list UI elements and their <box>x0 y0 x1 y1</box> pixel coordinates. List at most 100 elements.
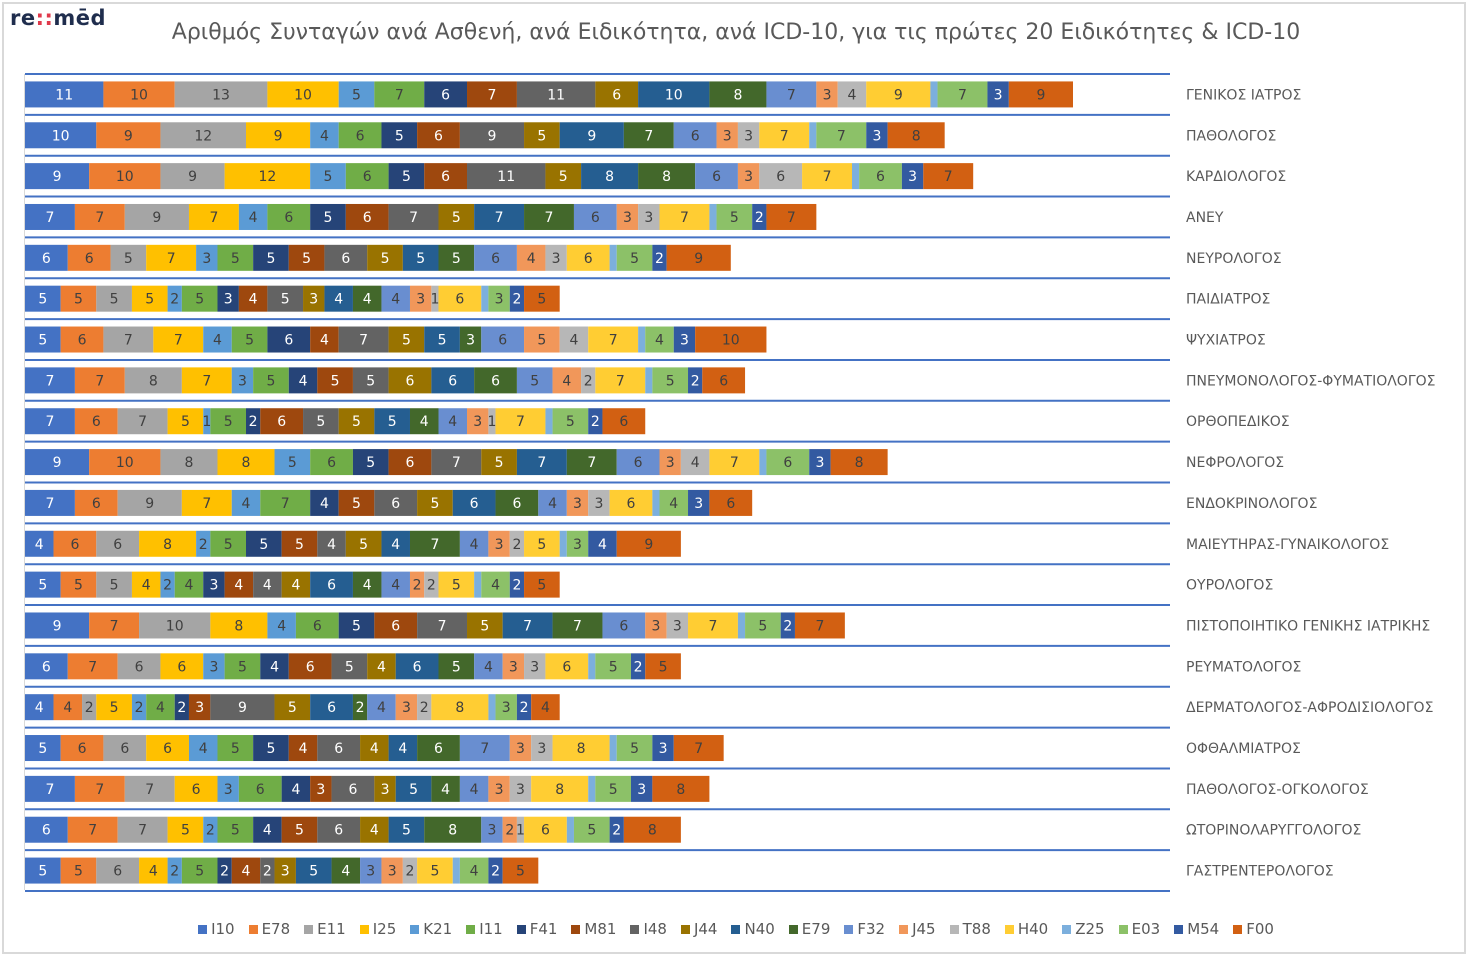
data-label: 5 <box>195 292 204 308</box>
bar-segment-e03 <box>616 244 653 271</box>
legend-swatch <box>630 924 640 934</box>
bar-segment-f00 <box>616 530 681 557</box>
data-label: 2 <box>584 373 593 389</box>
bar-segment-e79 <box>459 326 482 353</box>
legend-label: M81 <box>584 920 617 938</box>
bar-segment-z25 <box>566 816 574 843</box>
data-label: 4 <box>299 741 308 757</box>
data-label: 6 <box>491 251 500 267</box>
bar-segment-m54 <box>509 571 525 598</box>
data-label: 10 <box>116 169 134 185</box>
bar-segment-z25 <box>709 203 717 230</box>
data-label: 2 <box>655 251 664 267</box>
bar-segment-i10 <box>25 612 90 639</box>
data-label: 3 <box>537 741 546 757</box>
data-label: 7 <box>88 823 97 839</box>
data-label: 5 <box>352 496 361 512</box>
bar-segment-t88 <box>680 449 710 476</box>
data-label: 3 <box>381 782 390 798</box>
category-label: ΠΑΙΔΙΑΤΡΟΣ <box>1186 292 1270 308</box>
data-label: 4 <box>484 659 493 675</box>
bar-segment-f41 <box>381 122 418 149</box>
legend-label: I25 <box>372 920 397 938</box>
data-label: 5 <box>195 864 204 880</box>
bar-segment-f41 <box>310 203 346 230</box>
bar-segment-m81 <box>310 775 332 802</box>
data-label: 9 <box>274 128 283 144</box>
bar-segment-h40 <box>588 326 639 353</box>
bar-segment-e11 <box>82 694 97 721</box>
bar-segment-f00 <box>794 612 845 639</box>
bar-segment-i11 <box>217 816 254 843</box>
category-label: ΩΤΟΡΙΝΟΛΑΡΥΓΓΟΛΟΓΟΣ <box>1186 823 1361 839</box>
data-label: 4 <box>562 373 571 389</box>
data-label: 4 <box>391 292 400 308</box>
data-label: 6 <box>413 659 422 675</box>
data-label: 8 <box>448 823 457 839</box>
bar-segment-i25 <box>167 816 204 843</box>
bar-segment-t88 <box>581 367 596 394</box>
data-label: 5 <box>366 455 375 471</box>
bar-segment-i48 <box>374 489 418 516</box>
legend-label: F41 <box>529 920 558 938</box>
data-label: 7 <box>45 782 54 798</box>
bar-segment-h40 <box>545 653 589 680</box>
data-label: 5 <box>609 782 618 798</box>
data-label: 7 <box>680 210 689 226</box>
data-label: 6 <box>406 373 415 389</box>
data-label: 3 <box>224 292 233 308</box>
bar-segment-e79 <box>474 367 517 394</box>
bar-segment-e03 <box>595 653 631 680</box>
data-label: 10 <box>294 87 312 103</box>
legend-swatch <box>731 924 741 934</box>
bar-segment-i11 <box>146 694 175 721</box>
bar-segment-m54 <box>673 326 696 353</box>
bar-segment-e78 <box>60 285 97 312</box>
data-label: 3 <box>495 292 504 308</box>
bar-segment-f32 <box>481 816 503 843</box>
bar-segment-z25 <box>652 489 660 516</box>
data-label: 9 <box>53 618 62 634</box>
data-label: 8 <box>234 618 243 634</box>
data-label: 3 <box>908 169 917 185</box>
bar-segment-i25 <box>246 122 311 149</box>
bar-segment-t88 <box>509 775 532 802</box>
data-label: 5 <box>366 373 375 389</box>
data-label: 9 <box>145 496 154 512</box>
legend-label: J45 <box>912 920 936 938</box>
data-label: 2 <box>199 537 208 553</box>
legend-item: F32 <box>844 920 885 938</box>
bar-segment-f41 <box>310 489 339 516</box>
bar-segment-f32 <box>673 122 717 149</box>
bar-segment-j45 <box>509 735 532 762</box>
bar-segment-k21 <box>238 203 268 230</box>
data-label: 6 <box>619 618 628 634</box>
logo-dots: :: <box>35 6 54 30</box>
bar-segment-e78 <box>60 857 97 884</box>
data-label: 7 <box>95 782 104 798</box>
legend-swatch <box>844 924 854 934</box>
data-label: 4 <box>185 578 194 594</box>
bar-segment-z25 <box>609 735 617 762</box>
bar-segment-m81 <box>238 285 268 312</box>
data-label: 7 <box>609 333 618 349</box>
bar-segment-f32 <box>474 244 517 271</box>
data-label: 6 <box>348 782 357 798</box>
logo-prefix: re <box>10 6 36 30</box>
data-label: 3 <box>637 782 646 798</box>
bar-segment-j45 <box>524 326 560 353</box>
bar-segment-m81 <box>288 653 332 680</box>
bar-segment-i11 <box>260 489 311 516</box>
bar-segment-e03 <box>645 326 674 353</box>
legend-item: I10 <box>198 920 235 938</box>
bar-segment-e78 <box>74 367 125 394</box>
data-label: 8 <box>455 700 464 716</box>
legend-item: T88 <box>949 920 991 938</box>
data-label: 7 <box>709 618 718 634</box>
data-label: 2 <box>612 823 621 839</box>
bar-segment-z25 <box>474 571 482 598</box>
data-label: 2 <box>85 700 94 716</box>
data-label: 4 <box>370 741 379 757</box>
bar-segment-f32 <box>481 326 525 353</box>
